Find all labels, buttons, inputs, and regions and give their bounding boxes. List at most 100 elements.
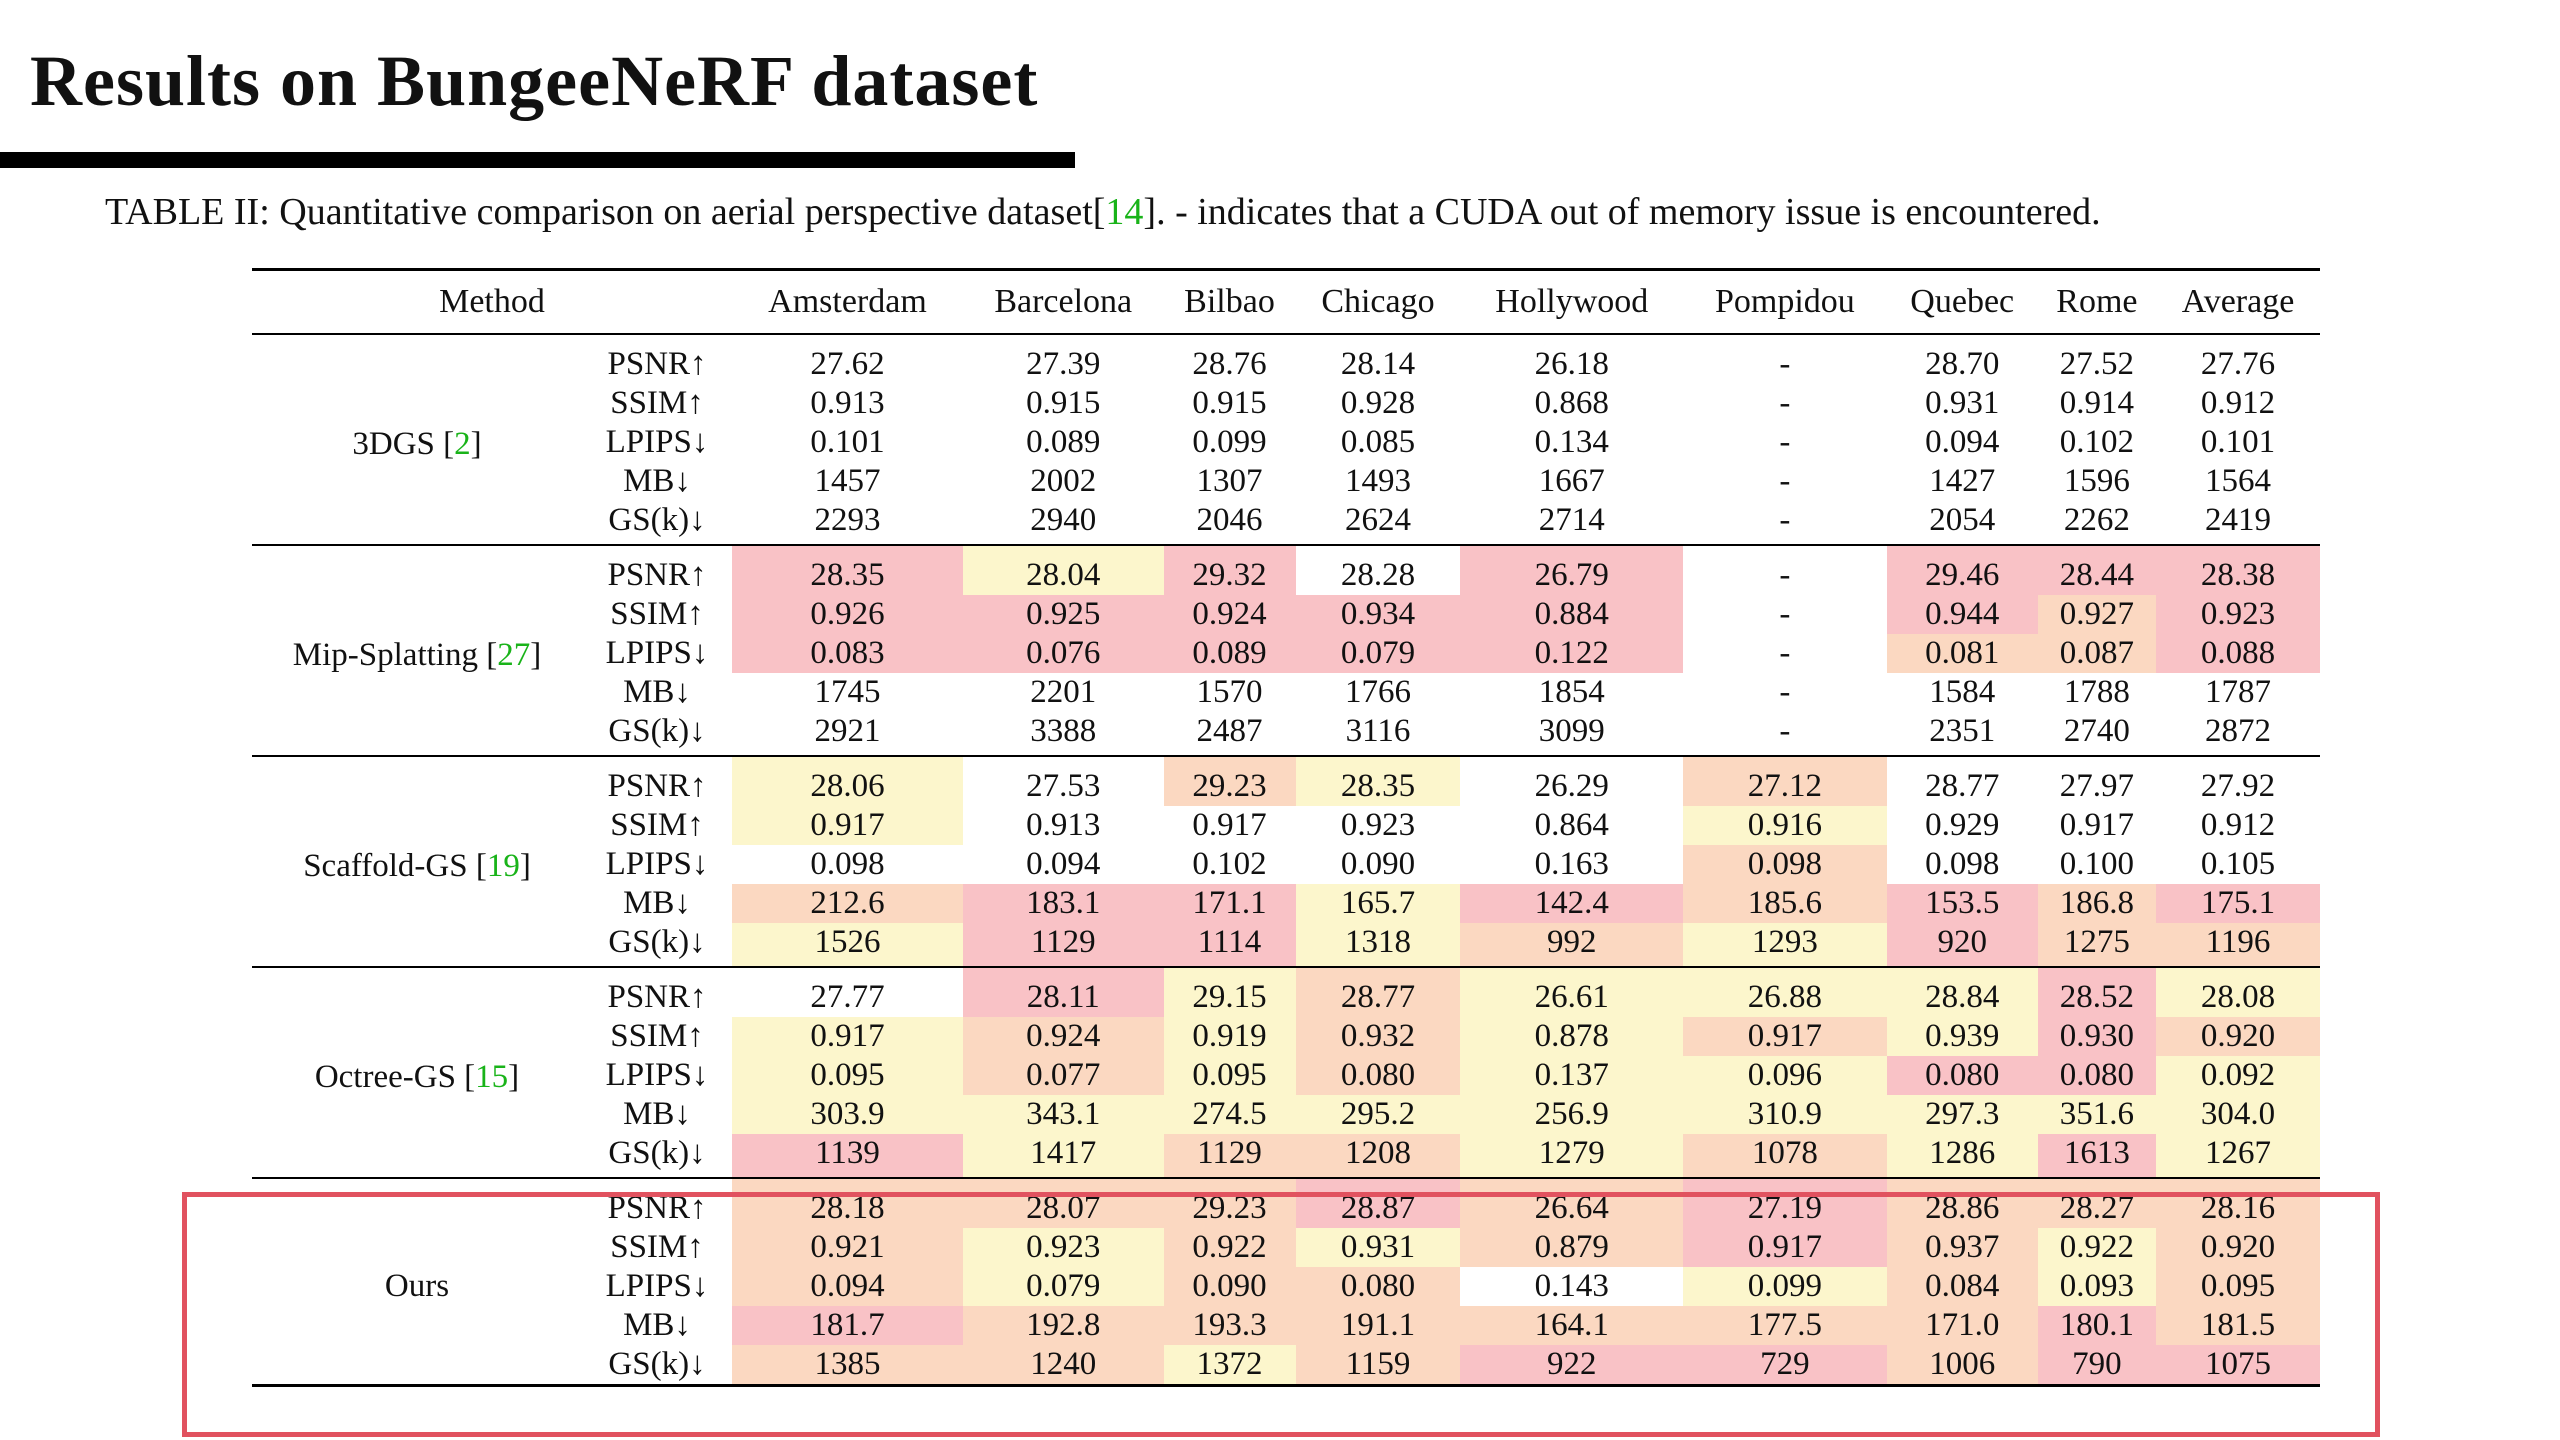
- method-citation-link[interactable]: 19: [486, 848, 520, 884]
- table-cell: 0.094: [1026, 846, 1101, 882]
- table-cell: 1596: [2063, 463, 2130, 499]
- table-cell: -: [1779, 346, 1791, 382]
- table-cell: 1385: [732, 1345, 963, 1386]
- table-cell: 0.919: [1163, 1017, 1296, 1056]
- table-cell: 3099: [1538, 713, 1605, 749]
- table-cell: 0.939: [1886, 1017, 2038, 1056]
- header-method: Method: [439, 283, 545, 320]
- table-cell: 0.920: [2156, 1017, 2320, 1056]
- table-cell: 27.77: [810, 979, 885, 1015]
- table-cell: 0.085: [1340, 424, 1416, 460]
- table-cell: 1240: [962, 1345, 1164, 1386]
- table-cell: 0.934: [1295, 595, 1461, 634]
- table-cell: 28.06: [732, 756, 963, 806]
- table-cell: 0.915: [1026, 385, 1101, 421]
- table-cell: 0.922: [1163, 1228, 1296, 1267]
- table-cell: 192.8: [962, 1306, 1164, 1345]
- table-cell: 0.927: [2037, 595, 2156, 634]
- table-cell: 0.922: [2037, 1228, 2156, 1267]
- table-cell: 1159: [1295, 1345, 1461, 1386]
- metric-label: MB↓: [623, 1096, 691, 1132]
- method-name: Ours: [384, 1268, 450, 1304]
- table-cell: 0.137: [1460, 1056, 1684, 1095]
- method-name-cell: Ours: [252, 1178, 582, 1386]
- table-body: 3DGS [2] PSNR↑ 27.62 27.39 28.76 28.14 26.18 - 2…: [252, 334, 2320, 1386]
- method-name-cell: Scaffold-GS [19]: [303, 848, 531, 884]
- method-citation-link[interactable]: 15: [475, 1059, 509, 1095]
- table-cell: 0.090: [1163, 1267, 1296, 1306]
- table-row: GS(k)↓ 1385 1240 1372 1159 922 729 1006 790 1075: [252, 1345, 2320, 1386]
- table-cell: 0.913: [810, 385, 885, 421]
- table-row: SSIM↑ 0.926 0.925 0.924 0.934 0.884-0.944 0.92…: [252, 595, 2320, 634]
- table-cell: 1788: [2063, 674, 2130, 710]
- method-name: 3DGS: [352, 426, 435, 462]
- table-cell: 28.87: [1295, 1178, 1461, 1228]
- table-row: MB↓ 1745 2201 1570 1766 1854 - 1584 1788 1787: [252, 673, 2320, 712]
- table-cell: 303.9: [732, 1095, 963, 1134]
- metric-label: PSNR↑: [607, 979, 707, 1015]
- method-citation-link[interactable]: 2: [454, 426, 471, 462]
- table-cell: 2714: [1538, 502, 1605, 538]
- table-cell: 2002: [1030, 463, 1097, 499]
- table-cell: 1307: [1196, 463, 1263, 499]
- table-cell: 0.864: [1534, 807, 1609, 843]
- table-row: Mip-Splatting [27] PSNR↑ 28.35 28.04 29.32 28…: [252, 545, 2320, 673]
- method-name: Octree-GS: [314, 1059, 456, 1095]
- table-cell: 2921: [814, 713, 881, 749]
- caption-citation-link[interactable]: 14: [1105, 191, 1144, 233]
- table-row: Scaffold-GS [19] PSNR↑ 28.06 27.53 29.23 28.3…: [252, 756, 2320, 884]
- metric-label: LPIPS↓: [605, 635, 709, 671]
- table-cell: 28.18: [732, 1178, 963, 1228]
- table-cell: 29.32: [1163, 545, 1296, 595]
- table-cell: 28.28: [1340, 557, 1416, 593]
- table-cell: 0.879: [1460, 1228, 1684, 1267]
- metric-label: LPIPS↓: [605, 424, 709, 460]
- table-cell: 0.917: [1683, 1228, 1887, 1267]
- metric-label: MB↓: [623, 463, 691, 499]
- table-cell: -: [1779, 557, 1791, 593]
- metric-label: PSNR↑: [607, 768, 707, 804]
- table-cell: 29.23: [1163, 1178, 1296, 1228]
- table-row: MB↓ 303.9 343.1 274.5 295.2 256.9 310.9 297.3 35…: [252, 1095, 2320, 1134]
- table-cell: 310.9: [1683, 1095, 1887, 1134]
- table-cell: 29.15: [1163, 967, 1296, 1017]
- table-cell: 0.077: [962, 1056, 1164, 1095]
- table-cell: 2419: [2205, 502, 2271, 538]
- table-cell: 186.8: [2037, 884, 2156, 923]
- table-cell: 27.62: [810, 346, 885, 382]
- table-cell: 0.923: [962, 1228, 1164, 1267]
- table-cell: 175.1: [2156, 884, 2320, 923]
- table-cell: 1493: [1344, 463, 1411, 499]
- table-cell: 1318: [1295, 923, 1461, 967]
- table-cell: 0.930: [2037, 1017, 2156, 1056]
- table-cell: 0.932: [1295, 1017, 1461, 1056]
- table-cell: 0.095: [732, 1056, 963, 1095]
- table-cell: 0.912: [2200, 385, 2276, 421]
- table-cell: 0.088: [2156, 634, 2320, 673]
- table-cell: 1114: [1163, 923, 1296, 967]
- table-cell: 28.11: [962, 967, 1164, 1017]
- table-cell: 295.2: [1295, 1095, 1461, 1134]
- table-cell: 0.098: [1683, 845, 1887, 884]
- table-cell: 992: [1460, 923, 1684, 967]
- table-cell: 28.52: [2037, 967, 2156, 1017]
- table-cell: 1854: [1538, 674, 1605, 710]
- table-cell: 0.080: [2037, 1056, 2156, 1095]
- table-cell: 0.098: [810, 846, 885, 882]
- table-cell: 28.04: [962, 545, 1164, 595]
- table-cell: 191.1: [1295, 1306, 1461, 1345]
- table-cell: 0.923: [1340, 807, 1416, 843]
- table-cell: 0.878: [1460, 1017, 1684, 1056]
- method-citation-link[interactable]: 27: [497, 637, 531, 673]
- table-cell: -: [1779, 385, 1791, 421]
- table-cell: 28.27: [2037, 1178, 2156, 1228]
- table-cell: 28.35: [1295, 756, 1461, 806]
- header-quebec: Quebec: [1910, 283, 2015, 320]
- table-cell: 256.9: [1460, 1095, 1684, 1134]
- metric-label: MB↓: [623, 674, 691, 710]
- table-cell: 2054: [1929, 502, 1996, 538]
- table-cell: 0.912: [2200, 807, 2276, 843]
- table-row: SSIM↑ 0.917 0.924 0.919 0.932 0.878 0.917 0.939…: [252, 1017, 2320, 1056]
- table-cell: 729: [1683, 1345, 1887, 1386]
- table-cell: 0.163: [1534, 846, 1609, 882]
